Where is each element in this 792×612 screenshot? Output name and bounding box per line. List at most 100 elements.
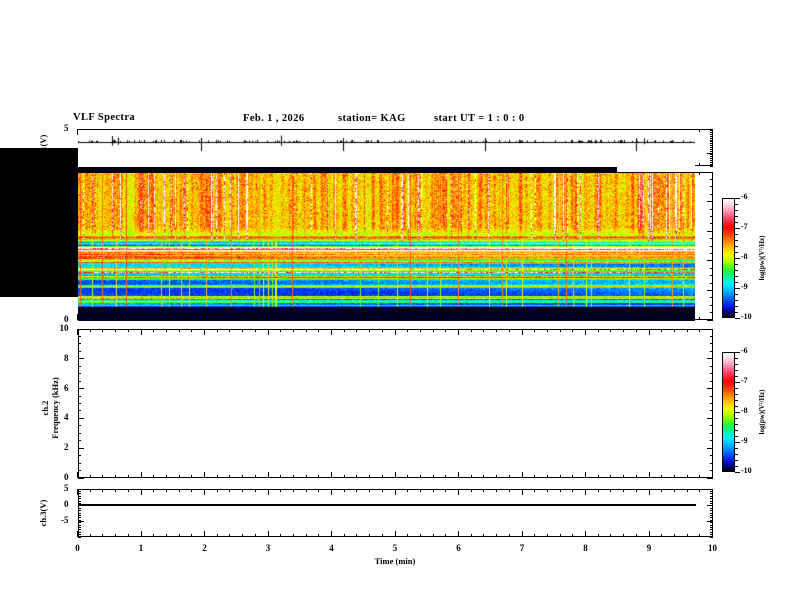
x-tick [432,489,434,493]
cbar-ch2-tick-label: -9 [741,436,748,445]
x-tick [419,474,421,478]
ch2-ytick-label: 2 [64,442,69,453]
x-tick [508,489,510,493]
x-tick [521,531,523,537]
x-tick [191,474,193,478]
x-tick [204,489,205,495]
cbar-ch2-minor-tick [735,351,738,353]
x-tick-label: 2 [202,543,207,553]
y-tick-minor [709,156,713,158]
x-tick [712,129,713,135]
y-tick-minor [77,455,81,457]
header-start-ut: start UT = 1 : 0 : 0 [434,113,525,124]
y-tick-minor [709,312,713,314]
x-tick [585,472,586,478]
x-tick [610,533,612,537]
ch0-waveform-canvas [78,129,696,167]
y-tick-minor [709,447,713,449]
x-tick [204,472,205,478]
x-tick [458,489,459,495]
y-tick-minor [709,252,713,254]
x-tick [470,329,472,333]
x-tick [597,329,599,333]
x-tick [432,329,434,333]
y-tick [77,171,84,173]
x-tick [356,474,358,478]
x-tick [254,329,256,333]
x-tick-label: 0 [75,543,80,553]
cbar-ch2-minor-tick [735,465,738,467]
x-tick [559,533,561,537]
x-tick [343,533,345,537]
x-tick [369,329,371,333]
y-tick-minor [709,534,713,536]
x-tick [292,329,294,333]
x-tick-label: 4 [329,543,334,553]
x-tick-label: 3 [265,543,271,553]
x-tick [305,533,307,537]
ch1-axis-label-name: ch.1 [40,242,50,258]
x-tick [623,533,625,537]
y-tick [77,488,84,490]
x-tick [229,474,231,478]
x-tick [686,474,688,478]
y-tick-minor [709,519,713,521]
y-tick-minor [709,514,713,516]
y-tick-minor [77,477,81,479]
ch1-right-gutter [0,0,17,148]
y-tick-minor [709,500,713,502]
cbar-ch2-minor-tick [735,399,738,401]
x-tick [572,489,574,493]
cbar-ch1-minor-tick [735,251,738,253]
x-tick [496,329,498,333]
x-tick [508,474,510,478]
y-tick-minor [77,534,81,536]
y-tick-minor [709,517,713,519]
x-tick [407,489,409,493]
x-tick [369,474,371,478]
y-tick-minor [77,440,81,442]
x-tick [115,533,117,537]
x-tick [343,329,345,333]
cbar-ch1-minor-tick [735,311,738,313]
x-tick-label: 7 [519,543,525,553]
y-tick-minor [77,490,81,492]
x-tick [407,474,409,478]
cbar-ch2-minor-tick [735,471,738,473]
y-tick-minor [709,343,713,345]
x-tick [712,160,713,166]
x-tick [445,329,447,333]
x-tick [559,329,561,333]
y-tick-minor [709,223,713,225]
cbar-ch1-minor-tick [735,227,738,229]
y-tick-minor [709,417,713,419]
cbar-ch2-minor-tick [735,411,738,413]
x-tick [699,316,701,320]
x-tick [534,329,536,333]
y-tick-minor [709,178,713,180]
y-tick-minor [709,282,713,284]
x-tick [661,489,663,493]
x-tick [153,474,155,478]
y-tick-minor [709,529,713,531]
x-tick [77,531,78,537]
x-tick [305,329,307,333]
x-tick [699,172,701,176]
x-axis-label: Time (min) [374,556,416,566]
cbar-ch1-tick-label: -10 [741,312,752,321]
y-tick-minor [709,208,713,210]
x-tick [191,489,193,493]
cbar-ch1-tick-label: -8 [741,252,748,261]
y-tick-minor [709,522,713,524]
x-tick [496,489,498,493]
cbar-ch1-minor-tick [735,305,738,307]
cbar-ch1-minor-tick [735,239,738,241]
y-tick-minor [709,425,713,427]
y-tick-minor [709,186,713,188]
x-tick [267,489,269,495]
cbar-ch2-tick-label: -10 [741,466,752,475]
y-tick-minor [709,135,713,137]
y-tick-minor [77,522,81,524]
y-tick [77,477,84,479]
y-tick-minor [77,519,81,521]
